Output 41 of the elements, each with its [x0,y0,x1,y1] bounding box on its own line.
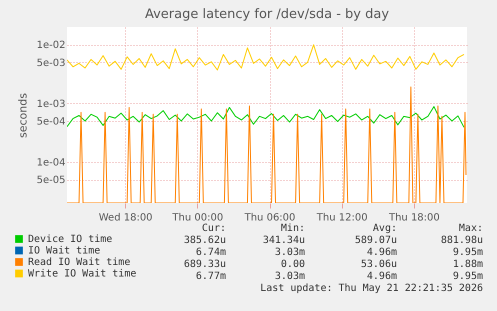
text: 689.33u [184,259,226,270]
legend-label: Write IO Wait time [28,268,136,280]
y-tick-label: 1e-04 [36,157,66,168]
legend-label: Device IO time [28,234,112,245]
legend-label: Read IO Wait time [28,257,130,268]
line-series [67,44,464,70]
y-tick-label: 5e-04 [36,116,66,128]
text: 385.62u [184,235,226,246]
x-tick-label: Thu 18:00 [388,212,440,224]
text: Avg: [372,223,397,234]
text: 3.03m [274,247,305,258]
text: 6.77m [196,271,226,282]
x-tick-label: Thu 00:00 [171,212,224,224]
text: Last update: Thu May 21 22:21:35 2026 [260,283,483,294]
text: 53.06u [360,259,397,270]
y-axis-title: seconds [16,92,30,138]
x-tick-label: Wed 18:00 [98,212,153,224]
text: 4.96m [366,247,397,258]
line-series [67,86,466,203]
text: 6.74m [196,247,226,258]
text: 9.95m [452,247,483,258]
text: 341.34u [262,235,305,246]
text: 3.03m [274,271,305,282]
text: 1.88m [452,259,483,270]
text: Cur: [202,223,226,234]
text: 0.00 [280,259,305,270]
y-tick-label: 5e-05 [36,175,66,186]
legend-label: IO Wait time [28,246,100,256]
text: 4.96m [366,271,397,282]
line-series [67,106,464,128]
y-tick-label: 1e-02 [36,40,66,52]
text: 589.07u [354,235,397,246]
chart-title: Average latency for /dev/sda - by day [144,7,390,22]
text: 9.95m [452,271,483,282]
y-tick-label: 5e-03 [36,58,66,69]
y-tick-label: 1e-03 [36,98,66,110]
text: Min: [280,223,305,234]
x-tick-label: Thu 12:00 [316,212,368,224]
x-tick-label: Thu 06:00 [244,212,296,224]
text: 881.98u [440,235,483,246]
text: Max: [458,223,483,234]
